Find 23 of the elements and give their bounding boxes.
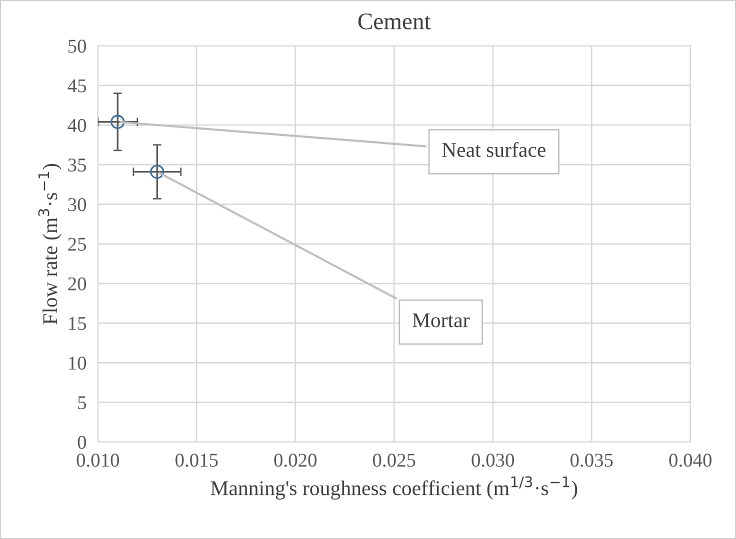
y-tick-label: 45 [68,79,86,92]
y-tick-label: 10 [69,356,86,370]
y-tick-label: 5 [78,396,86,410]
x-tick-label: 0.025 [372,454,416,467]
x-tick-label: 0.040 [669,454,712,467]
x-tick-label: 0.030 [472,454,514,467]
x-tick-label: 0.035 [570,454,613,467]
y-tick-label: 20 [68,277,86,290]
y-tick-label: 30 [68,198,86,212]
x-tick-label: 0.015 [176,454,218,467]
y-tick-label: 25 [68,238,86,251]
x-tick-label: 0.020 [274,454,317,467]
y-tick-label: 0 [78,436,86,449]
y-tick-label: 15 [69,317,86,330]
y-tick-label: 50 [68,40,86,53]
y-tick-label: 35 [68,158,86,172]
y-tick-label: 40 [68,118,86,132]
chart-title: Cement [358,14,431,30]
y-axis-title: Flow rate (m$^{3}$·s$^{−1}$) [38,164,62,324]
x-tick-label: 0.010 [76,454,120,467]
annotation: Neat surface [442,142,546,157]
annotation: Mortar [412,313,470,328]
x-axis-title: Manning's roughness coefficient (m$^{1/3}$·s$^{−1}$) [210,476,578,500]
